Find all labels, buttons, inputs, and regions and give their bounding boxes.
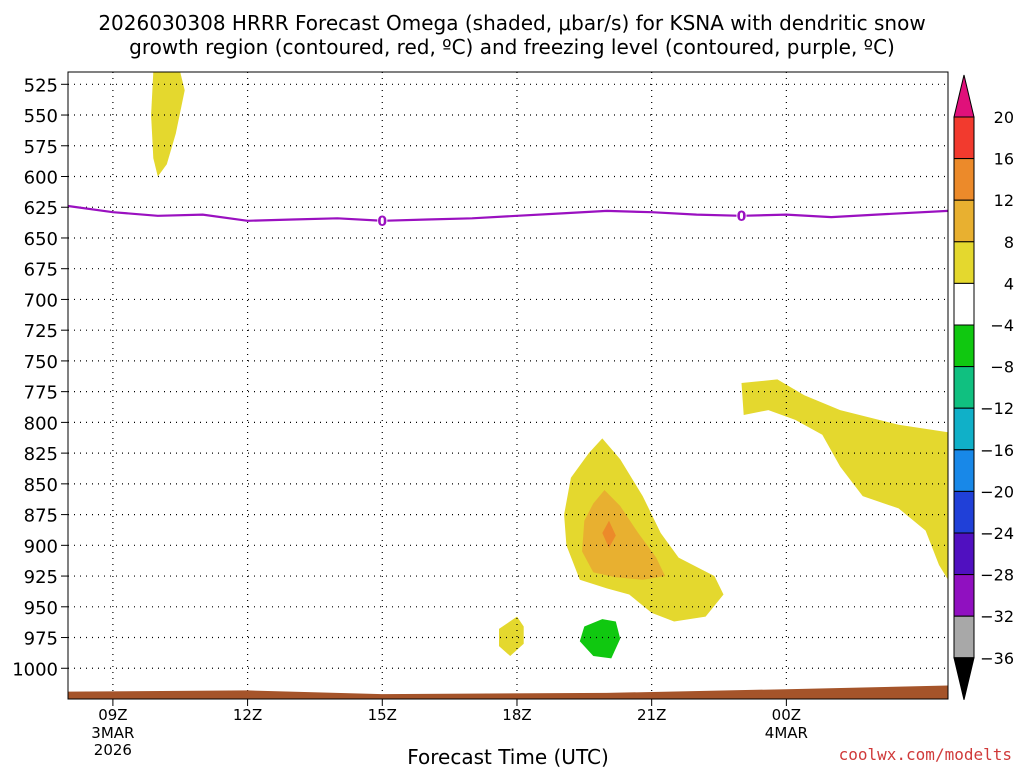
- colorbar-label-1: 16: [994, 150, 1014, 169]
- x-axis-label: Forecast Time (UTC): [407, 745, 609, 768]
- colorbar-label-7: −12: [980, 399, 1014, 418]
- colorbar-label-5: −4: [990, 316, 1014, 335]
- colorbar-label-13: −36: [980, 649, 1014, 668]
- colorbar-bin-5: [953, 324, 975, 368]
- chart-title-line2: growth region (contoured, red, ºC) and f…: [129, 35, 895, 59]
- y-tick-label-18: 975: [24, 629, 58, 650]
- y-tick-label-11: 800: [24, 413, 58, 434]
- x-tick-label-4: 21Z: [637, 706, 666, 724]
- x-tick-label-2: 15Z: [368, 706, 397, 724]
- colorbar-max-arrow: [953, 74, 975, 118]
- colorbar-bin-6: [953, 366, 975, 409]
- chart-title-line1: 2026030308 HRRR Forecast Omega (shaded, …: [98, 11, 925, 35]
- y-axis: 525 550 575 600 625 650 675 700 725 750 775 800 825 8…: [12, 75, 68, 680]
- y-tick-label-5: 650: [24, 229, 58, 250]
- y-tick-label-8: 725: [24, 321, 58, 342]
- colorbar-bin-8: [953, 449, 975, 492]
- colorbar-label-4: 4: [1004, 274, 1014, 293]
- freezing-level-line: [67, 204, 949, 222]
- colorbar-label-9: −20: [980, 482, 1014, 501]
- colorbar: 20 16 12 8 4 −4 −8 −12 −16 −20 −24 −28 −32 −36: [953, 74, 1014, 700]
- colorbar-bin-10: [953, 532, 975, 576]
- colorbar-label-6: −8: [990, 358, 1014, 377]
- freezing-level-label-1: 0: [737, 209, 747, 225]
- y-tick-label-6: 675: [24, 260, 58, 281]
- y-tick-label-9: 750: [24, 352, 58, 373]
- colorbar-bin-9: [953, 490, 975, 534]
- freezing-level-label-bg-0: [377, 212, 388, 228]
- colorbar-label-10: −24: [980, 524, 1014, 543]
- colorbar-label-0: 20: [994, 108, 1014, 127]
- y-tick-label-3: 600: [24, 168, 58, 189]
- y-tick-label-1: 550: [24, 106, 58, 127]
- y-tick-label-4: 625: [24, 198, 58, 219]
- ground-band: [68, 685, 948, 699]
- y-tick-label-14: 875: [24, 506, 58, 527]
- gridlines: [68, 72, 948, 699]
- freezing-level-label-bg-1: [736, 207, 747, 223]
- y-tick-label-7: 700: [24, 290, 58, 311]
- omega-shading: [151, 72, 948, 659]
- y-tick-label-10: 775: [24, 383, 58, 404]
- x-tick-label-1: 12Z: [233, 706, 262, 724]
- omega-region-3: [602, 520, 616, 548]
- colorbar-label-11: −28: [980, 566, 1014, 585]
- colorbar-bin-2: [953, 199, 975, 243]
- x-tick-label-0: 09Z: [98, 706, 127, 724]
- y-tick-label-0: 525: [24, 75, 58, 96]
- colorbar-label-3: 8: [1004, 233, 1014, 252]
- freezing-level-label-0: 0: [377, 214, 387, 230]
- y-tick-label-15: 900: [24, 536, 58, 557]
- omega-region-0: [151, 72, 185, 177]
- ground-terrain: [68, 685, 948, 699]
- y-tick-label-17: 950: [24, 598, 58, 619]
- omega-region-6: [741, 379, 948, 580]
- colorbar-bin-7: [953, 407, 975, 451]
- colorbar-min-arrow: [953, 657, 975, 700]
- colorbar-label-8: −16: [980, 441, 1014, 460]
- colorbar-label-2: 12: [994, 191, 1014, 210]
- colorbar-bin-4: [953, 282, 975, 326]
- x-tick-label-3: 18Z: [502, 706, 531, 724]
- colorbar-bin-0: [953, 116, 975, 160]
- omega-region-4: [499, 616, 524, 656]
- y-tick-label-2: 575: [24, 137, 58, 158]
- x-tick-date-0: 3MAR: [91, 724, 134, 742]
- y-tick-label-13: 850: [24, 475, 58, 496]
- plot-frame: [67, 71, 949, 700]
- colorbar-bin-1: [953, 158, 975, 201]
- credit-text: coolwx.com/modelts: [839, 745, 1012, 764]
- omega-region-5: [579, 619, 621, 659]
- x-tick-label-5: 00Z: [772, 706, 801, 724]
- colorbar-bin-3: [953, 241, 975, 284]
- y-tick-label-16: 925: [24, 567, 58, 588]
- x-tick-date-5: 4MAR: [765, 724, 808, 742]
- colorbar-bin-11: [953, 574, 975, 617]
- colorbar-label-12: −32: [980, 607, 1014, 626]
- omega-region-2: [582, 490, 666, 580]
- colorbar-bin-12: [953, 615, 975, 659]
- y-tick-label-12: 825: [24, 444, 58, 465]
- y-tick-label-19: 1000: [12, 659, 58, 680]
- omega-region-1: [564, 438, 724, 622]
- x-tick-year-0: 2026: [94, 741, 132, 759]
